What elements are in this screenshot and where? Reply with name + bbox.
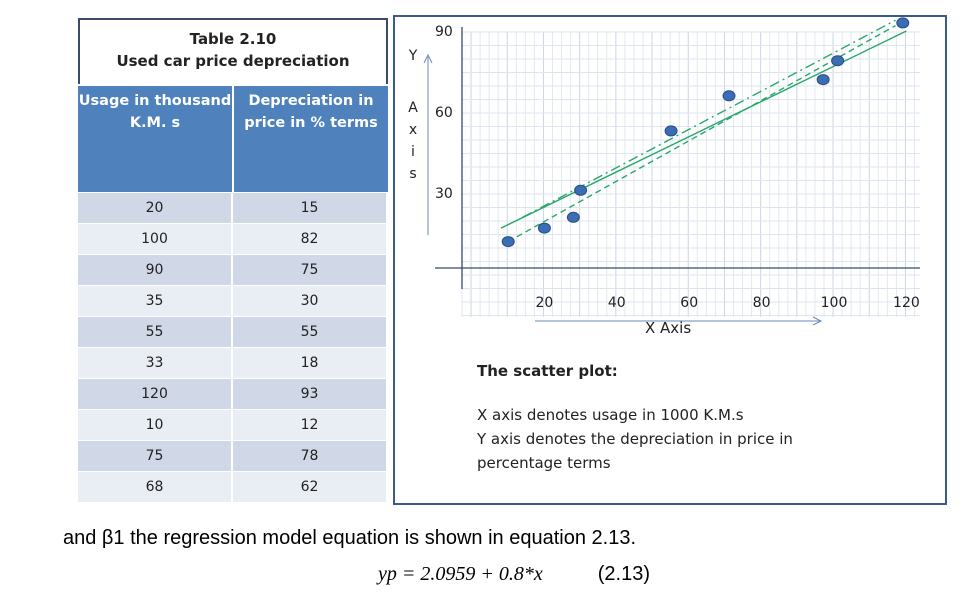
data-point [831, 55, 845, 67]
usage-cell: 10 [78, 409, 233, 440]
data-point [537, 222, 551, 234]
data-point [722, 90, 736, 102]
header-usage: Usage in thousand K.M. s [78, 86, 234, 192]
y-arrow-head [423, 53, 433, 64]
usage-cell: 33 [78, 347, 233, 378]
depreciation-cell: 15 [233, 192, 388, 223]
table-row: 33 18 [78, 347, 388, 378]
depreciation-cell: 18 [233, 347, 388, 378]
usage-cell: 55 [78, 316, 233, 347]
table-row: 120 93 [78, 378, 388, 409]
table-row: 100 82 [78, 223, 388, 254]
x-arrow-head [812, 316, 823, 326]
usage-cell: 75 [78, 440, 233, 471]
regression-line-dashed [507, 24, 896, 243]
x-tick-label: 100 [821, 295, 848, 311]
data-point [566, 211, 580, 223]
data-point [501, 236, 515, 248]
depreciation-cell: 55 [233, 316, 388, 347]
x-tick-label: 20 [535, 295, 553, 311]
equation: yp = 2.0959 + 0.8*x (2.13) [378, 563, 650, 586]
usage-cell: 120 [78, 378, 233, 409]
y-tick-label: 60 [435, 105, 453, 121]
body-text: and β1 the regression model equation is … [63, 527, 636, 549]
x-axis-label: X Axis [645, 319, 692, 337]
depreciation-cell: 62 [233, 471, 388, 502]
table-row: 75 78 [78, 440, 388, 471]
data-point [664, 125, 678, 137]
depreciation-cell: 93 [233, 378, 388, 409]
notes-heading: The scatter plot: [477, 362, 618, 380]
depreciation-cell: 75 [233, 254, 388, 285]
depreciation-cell: 78 [233, 440, 388, 471]
data-table: Table 2.10 Used car price depreciation U… [78, 18, 388, 502]
table-row: 20 15 [78, 192, 388, 223]
usage-cell: 100 [78, 223, 233, 254]
table-caption: Used car price depreciation [116, 52, 350, 70]
table-row: 68 62 [78, 471, 388, 502]
usage-cell: 20 [78, 192, 233, 223]
notes-line-2: Y axis denotes the depreciation in price… [477, 430, 793, 448]
x-tick-label: 60 [680, 295, 698, 311]
data-point [574, 184, 588, 196]
equation-number: (2.13) [597, 563, 650, 585]
x-tick-label: 120 [893, 295, 920, 311]
table-header: Usage in thousand K.M. s Depreciation in… [78, 86, 388, 192]
usage-cell: 35 [78, 285, 233, 316]
usage-cell: 68 [78, 471, 233, 502]
y-tick-label: 90 [435, 24, 453, 40]
x-tick-label: 80 [753, 295, 771, 311]
equation-formula: yp = 2.0959 + 0.8*x [378, 563, 543, 585]
table-row: 10 12 [78, 409, 388, 440]
table-row: 90 75 [78, 254, 388, 285]
header-depreciation: Depreciation in price in % terms [234, 86, 388, 192]
table-number: Table 2.10 [189, 30, 277, 48]
data-point [896, 17, 910, 29]
x-tick-label: 40 [608, 295, 626, 311]
data-point [816, 74, 830, 86]
table-row: 35 30 [78, 285, 388, 316]
scatter-plot: 20 40 60 80 100 120 30 60 90 [423, 17, 920, 326]
notes-line-3: percentage terms [477, 454, 611, 472]
depreciation-cell: 30 [233, 285, 388, 316]
table-title: Table 2.10 Used car price depreciation [78, 18, 388, 84]
depreciation-cell: 12 [233, 409, 388, 440]
usage-cell: 90 [78, 254, 233, 285]
table-row: 55 55 [78, 316, 388, 347]
notes-line-1: X axis denotes usage in 1000 K.M.s [477, 406, 744, 424]
depreciation-cell: 82 [233, 223, 388, 254]
y-tick-label: 30 [435, 186, 453, 202]
